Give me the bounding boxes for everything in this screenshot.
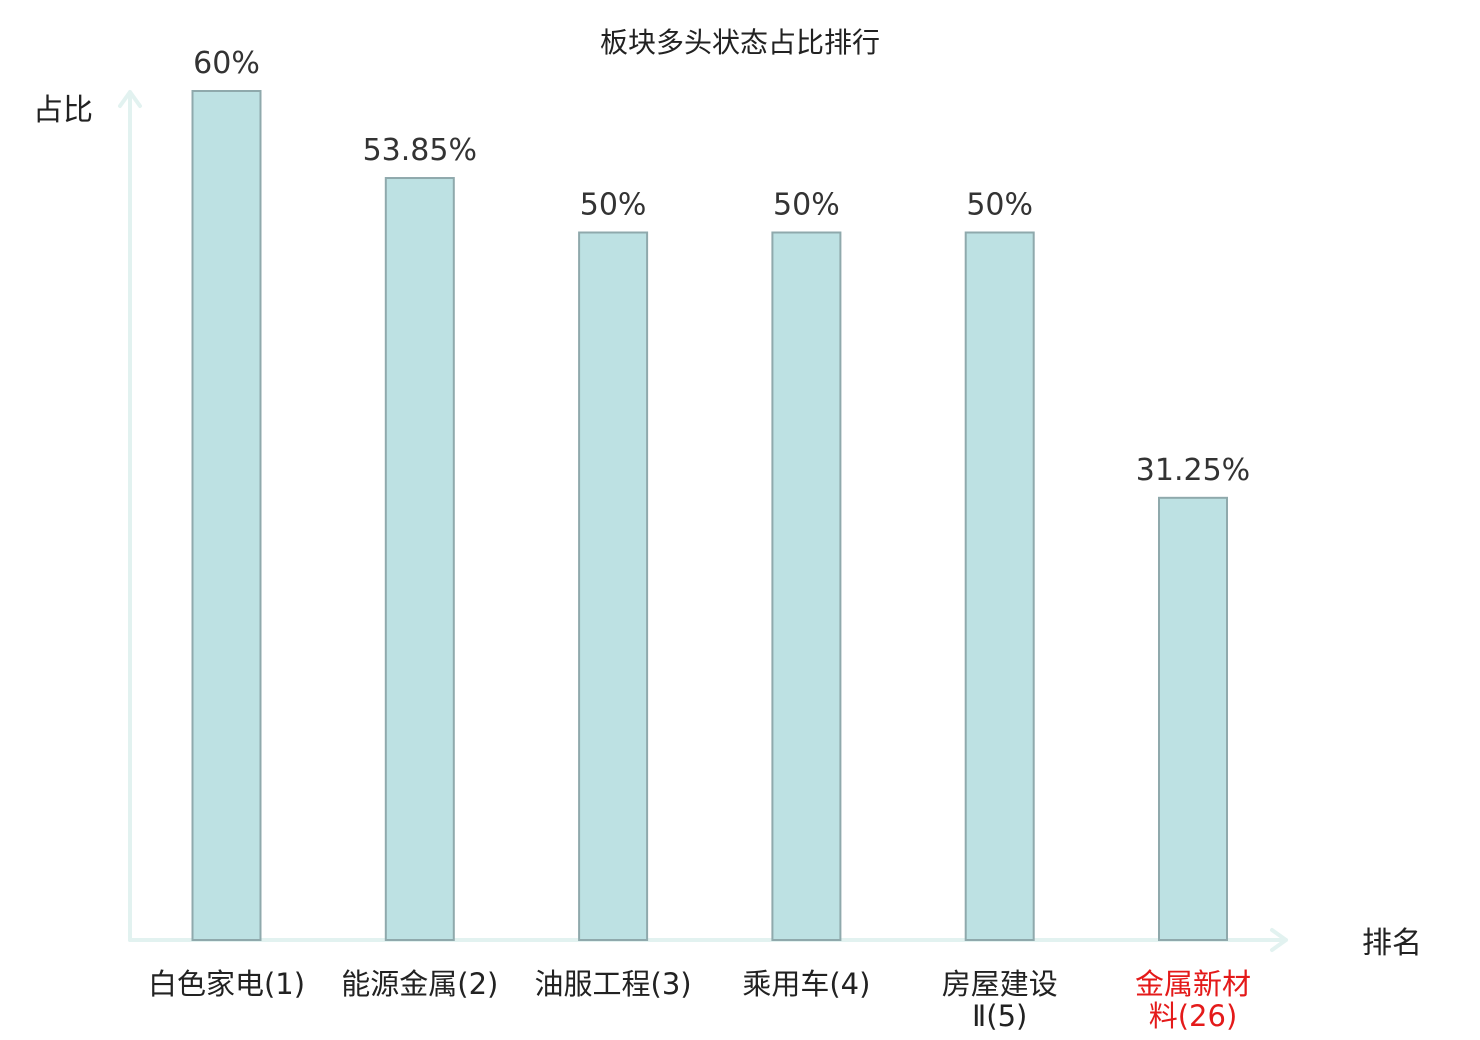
bar-3 [578, 231, 649, 941]
value-label-3: 50% [580, 188, 647, 223]
category-label-3: 油服工程(3) [535, 967, 692, 1001]
category-label-4: 乘用车(4) [742, 967, 870, 1001]
value-label-4: 50% [773, 188, 840, 223]
value-label-1: 60% [193, 46, 260, 81]
y-axis-line [118, 90, 142, 942]
category-label-1: 白色家电(1) [148, 967, 305, 1001]
y-axis-label: 占比 [33, 93, 93, 128]
category-label-line: 金属新材 [1135, 967, 1251, 1001]
value-label-5: 50% [966, 188, 1033, 223]
bar-1 [191, 90, 262, 941]
category-label-6: 金属新材料(26) [1135, 967, 1251, 1033]
x-axis-label: 排名 [1362, 926, 1422, 961]
category-label-line: 料(26) [1149, 999, 1238, 1033]
value-label-6: 31.25% [1136, 453, 1250, 488]
category-label-line: 油服工程(3) [535, 967, 692, 1001]
x-axis-line [128, 928, 1288, 952]
bar-5 [964, 231, 1035, 941]
category-label-line: 乘用车(4) [742, 967, 870, 1001]
category-label-5: 房屋建设 Ⅱ(5) [942, 967, 1058, 1033]
value-label-2: 53.85% [363, 133, 477, 168]
category-label-line: 能源金属(2) [341, 967, 498, 1001]
bar-6 [1158, 496, 1228, 941]
category-label-2: 能源金属(2) [341, 967, 498, 1001]
category-label-line: 房屋建设 [942, 967, 1058, 1001]
chart-title: 板块多头状态占比排行 [600, 26, 880, 59]
category-label-line: Ⅱ(5) [972, 999, 1027, 1033]
category-label-line: 白色家电(1) [148, 967, 305, 1001]
bar-2 [384, 177, 455, 941]
bar-4 [771, 231, 842, 941]
